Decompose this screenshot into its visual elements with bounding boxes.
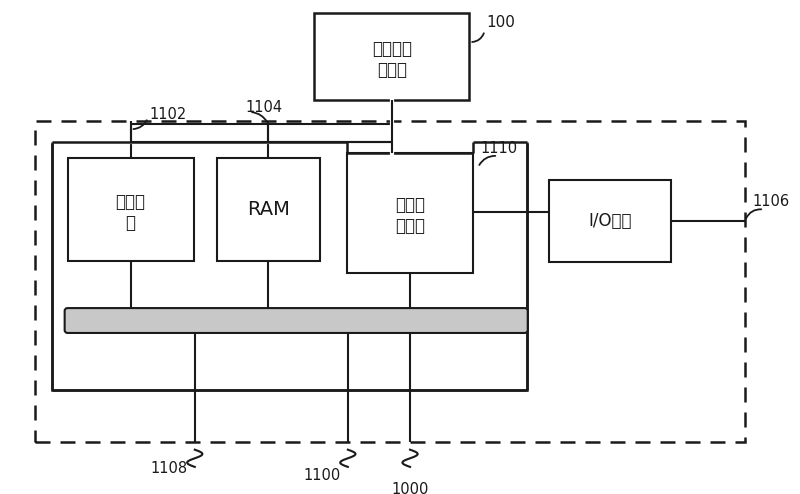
Bar: [314, 13, 470, 99]
Text: 1110: 1110: [481, 141, 518, 156]
Text: 数据传: 数据传: [395, 196, 425, 214]
Text: 1000: 1000: [391, 482, 429, 494]
Text: 输界面: 输界面: [395, 217, 425, 235]
Text: 微处理: 微处理: [116, 193, 146, 211]
Text: 1100: 1100: [303, 468, 340, 483]
FancyBboxPatch shape: [65, 308, 528, 333]
Text: 1102: 1102: [150, 107, 187, 123]
Text: I/O装置: I/O装置: [588, 212, 632, 230]
Bar: [52, 142, 526, 390]
Text: 存储器储: 存储器储: [372, 40, 412, 58]
Text: 器: 器: [126, 214, 136, 232]
Bar: [347, 153, 473, 273]
Text: 1108: 1108: [150, 461, 187, 476]
Bar: [35, 121, 745, 442]
Bar: [217, 158, 320, 261]
Text: 1104: 1104: [246, 100, 282, 115]
Text: 存装置: 存装置: [377, 61, 407, 79]
Bar: [549, 180, 671, 262]
Bar: [67, 158, 194, 261]
Text: 100: 100: [486, 15, 515, 31]
Text: RAM: RAM: [247, 200, 290, 219]
Text: 1106: 1106: [753, 194, 790, 209]
